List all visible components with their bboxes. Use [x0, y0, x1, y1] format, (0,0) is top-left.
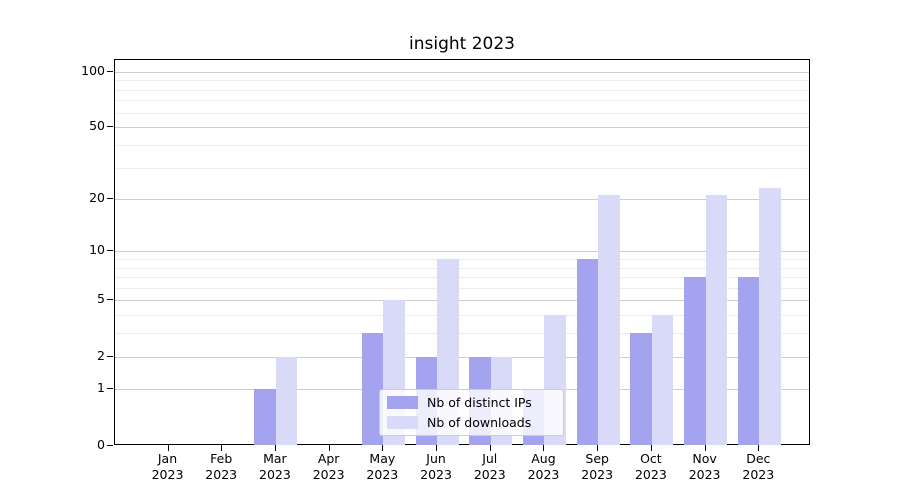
plot-area: Nb of distinct IPs Nb of downloads: [114, 59, 810, 446]
x-tick-mark: [274, 444, 276, 451]
minor-gridline: [115, 333, 809, 335]
x-tick-mark: [650, 444, 652, 451]
x-tick-label-sep: Sep 2023: [581, 450, 614, 482]
chart-title: insight 2023: [409, 34, 515, 54]
y-tick-label-50: 50: [89, 118, 105, 134]
y-tick-mark: [107, 355, 113, 357]
x-tick-mark: [167, 444, 169, 451]
y-tick-mark: [107, 299, 113, 301]
x-tick-label-dec: Dec 2023: [742, 450, 775, 482]
x-tick-mark: [382, 444, 384, 451]
x-tick-mark: [597, 444, 599, 451]
x-tick-label-jul: Jul 2023: [473, 450, 506, 482]
major-gridline: [115, 127, 809, 129]
legend: Nb of distinct IPs Nb of downloads: [379, 389, 564, 436]
minor-gridline: [115, 80, 809, 82]
x-tick-mark: [436, 444, 438, 451]
minor-gridline: [115, 89, 809, 91]
bar-distinct-ips-mar: [254, 389, 276, 446]
y-tick-label-10: 10: [89, 242, 105, 258]
legend-item-downloads: Nb of downloads: [387, 415, 556, 430]
major-gridline: [115, 199, 809, 201]
y-tick-label-0: 0: [97, 436, 105, 452]
minor-gridline: [115, 287, 809, 289]
x-tick-label-aug: Aug 2023: [527, 450, 560, 482]
x-tick-mark: [704, 444, 706, 451]
minor-gridline: [115, 112, 809, 114]
bar-downloads-mar: [275, 356, 298, 446]
bar-downloads-sep: [598, 195, 620, 446]
legend-swatch-distinct-ips: [387, 396, 418, 409]
bar-distinct-ips-dec: [737, 277, 760, 446]
bar-downloads-dec: [759, 188, 781, 446]
bar-distinct-ips-may: [361, 333, 384, 446]
x-tick-label-mar: Mar 2023: [259, 450, 291, 482]
y-tick-label-100: 100: [81, 62, 105, 78]
minor-gridline: [115, 267, 809, 269]
major-gridline: [115, 300, 809, 302]
minor-gridline: [115, 144, 809, 146]
y-tick-mark: [107, 250, 113, 252]
legend-label-distinct-ips: Nb of distinct IPs: [427, 395, 532, 410]
x-tick-label-jan: Jan 2023: [151, 450, 184, 482]
major-gridline: [115, 356, 809, 358]
minor-gridline: [115, 277, 809, 279]
x-tick-label-may: May 2023: [366, 450, 399, 482]
x-tick-label-feb: Feb 2023: [205, 450, 238, 482]
x-tick-label-oct: Oct 2023: [634, 450, 667, 482]
x-tick-mark: [758, 444, 760, 451]
x-tick-label-apr: Apr 2023: [312, 450, 345, 482]
minor-gridline: [115, 315, 809, 317]
y-tick-mark: [107, 388, 113, 390]
legend-item-distinct-ips: Nb of distinct IPs: [387, 395, 556, 410]
minor-gridline: [115, 100, 809, 102]
y-tick-label-1: 1: [97, 380, 105, 396]
minor-gridline: [115, 167, 809, 169]
y-tick-label-2: 2: [97, 347, 105, 363]
bar-downloads-nov: [705, 195, 728, 446]
y-tick-mark: [107, 444, 113, 446]
y-tick-mark: [107, 126, 113, 128]
x-tick-mark: [543, 444, 545, 451]
x-tick-mark: [221, 444, 223, 451]
bar-distinct-ips-nov: [684, 277, 706, 446]
major-gridline: [115, 71, 809, 73]
legend-swatch-downloads: [387, 416, 418, 429]
bar-distinct-ips-sep: [576, 259, 599, 446]
y-tick-mark: [107, 70, 113, 72]
x-tick-label-nov: Nov 2023: [688, 450, 721, 482]
major-gridline: [115, 251, 809, 253]
y-tick-label-5: 5: [97, 291, 105, 307]
bar-distinct-ips-oct: [630, 333, 652, 446]
legend-label-downloads: Nb of downloads: [427, 415, 532, 430]
x-tick-label-jun: Jun 2023: [420, 450, 452, 482]
minor-gridline: [115, 259, 809, 261]
y-tick-mark: [107, 198, 113, 200]
y-tick-label-20: 20: [89, 190, 105, 206]
bar-downloads-oct: [651, 315, 674, 446]
x-tick-mark: [489, 444, 491, 451]
x-tick-mark: [328, 444, 330, 451]
